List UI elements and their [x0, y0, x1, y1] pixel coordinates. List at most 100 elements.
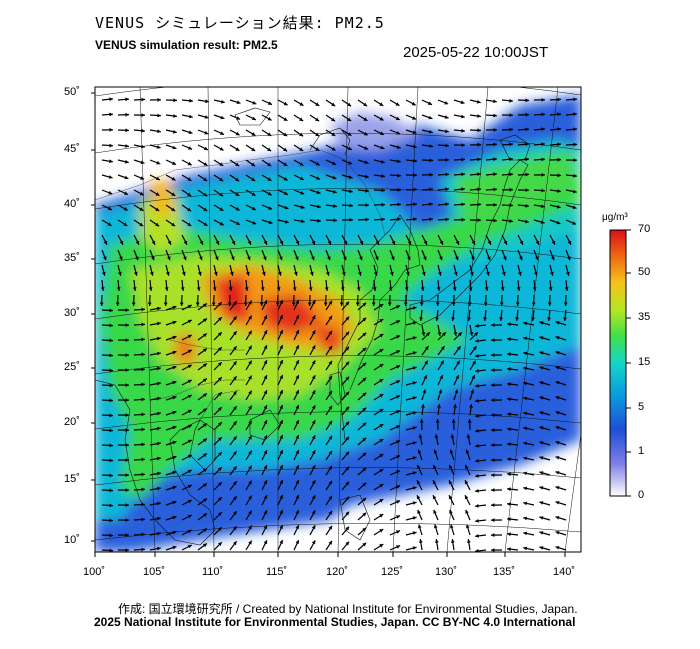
wind-arrow-head [284, 191, 288, 195]
wind-arrow-head [217, 332, 222, 336]
wind-arrow-head [407, 256, 411, 261]
wind-arrow-head [407, 240, 412, 245]
wind-arrow-head [379, 379, 384, 383]
wind-arrow-head [279, 375, 283, 379]
wind-arrow-head [283, 162, 288, 166]
wind-arrow-head [252, 100, 257, 105]
wind-arrow-head [311, 300, 316, 305]
wind-arrow-head [187, 349, 192, 354]
wind-arrow-head [315, 102, 320, 106]
wind-arrow-head [476, 99, 481, 104]
wind-arrow-head [141, 517, 145, 522]
wind-arrow-head [203, 162, 208, 166]
lat-label: 50˚ [64, 86, 80, 98]
wind-arrow-head [109, 143, 113, 148]
wind-arrow-head [557, 127, 561, 132]
wind-arrow-head [172, 530, 177, 535]
wind-arrow-head [332, 189, 337, 194]
wind-arrow-head [396, 470, 401, 474]
wind-arrow-head [418, 434, 423, 438]
wind-arrow-head [362, 317, 367, 322]
wind-arrow-head [340, 287, 345, 291]
wind-arrow-head [167, 256, 171, 261]
wind-arrow-head [469, 404, 473, 408]
wind-arrow-head [163, 302, 168, 306]
wind-arrow-head [202, 318, 207, 323]
wind-arrow-head [311, 420, 316, 425]
wind-arrow-head [379, 484, 384, 488]
wind-arrow-head [263, 495, 268, 500]
wind-arrow-head [507, 337, 511, 342]
wind-arrow-head [141, 367, 145, 372]
wind-arrow-head [557, 173, 561, 178]
wind-arrow-head [412, 471, 417, 475]
wind-arrow-head [125, 398, 129, 402]
wind-arrow-head [228, 287, 233, 291]
wind-arrow-head [171, 222, 176, 227]
wind-arrow-head [233, 421, 237, 426]
wind-arrow-head [477, 128, 481, 133]
wind-arrow-head [220, 131, 224, 135]
wind-arrow-head [379, 304, 384, 308]
wind-arrow-head [445, 202, 449, 207]
wind-arrow-head [295, 360, 299, 364]
wind-arrow-head [484, 287, 489, 291]
wind-arrow-head [363, 117, 368, 121]
wind-arrow-head [507, 352, 511, 357]
wind-arrow-head [236, 221, 240, 225]
wind-arrow-head [141, 427, 145, 432]
wind-arrow-head [429, 172, 433, 177]
wind-arrow-head [124, 191, 128, 195]
wind-arrow-head [295, 435, 299, 439]
wind-arrow-head [339, 302, 344, 306]
wind-arrow-head [437, 332, 442, 336]
wind-arrow-head [108, 175, 113, 179]
wind-arrow-head [435, 419, 440, 423]
wind-arrow-head [515, 317, 519, 321]
wind-arrow-head [491, 338, 495, 342]
wind-arrow-head [233, 511, 237, 516]
wind-arrow-head [475, 489, 479, 493]
wind-arrow-head [507, 412, 511, 417]
wind-arrow-head [125, 368, 129, 372]
wind-arrow-head [461, 114, 465, 119]
wind-arrow-head [263, 435, 268, 440]
wind-arrow-head [327, 240, 332, 245]
wind-arrow-head [396, 380, 401, 384]
wind-arrow-head [299, 176, 304, 181]
wind-arrow-head [417, 465, 421, 469]
wind-arrow-head [292, 287, 297, 291]
wind-arrow-head [362, 512, 367, 517]
wind-arrow-head [475, 519, 479, 523]
wind-arrow-head [141, 352, 145, 357]
wind-arrow-head [263, 420, 268, 425]
wind-arrow-head [235, 192, 240, 196]
wind-arrow-head [248, 480, 252, 485]
wind-arrow-head [397, 202, 401, 207]
wind-arrow-head [345, 361, 350, 366]
wind-arrow-head [491, 548, 495, 552]
wind-arrow-head [345, 301, 350, 306]
wind-arrow-head [449, 509, 453, 514]
colorbar-ticks [626, 229, 631, 497]
wind-arrow-head [454, 389, 459, 394]
wind-arrow-head [311, 495, 316, 500]
wind-arrow-head [233, 451, 237, 456]
wind-arrow-head [375, 240, 380, 245]
wind-arrow-head [233, 466, 237, 471]
wind-arrow-head [501, 271, 506, 276]
wind-arrow-head [573, 112, 577, 117]
wind-arrow-head [433, 465, 437, 469]
wind-arrow-head [548, 287, 553, 291]
wind-arrow-head [503, 240, 508, 245]
colorbar [609, 229, 627, 497]
wind-arrow-head [379, 394, 384, 398]
wind-arrow-head [109, 458, 113, 463]
wind-arrow-head [116, 287, 121, 291]
wind-arrow-head [507, 442, 511, 447]
wind-arrow-head [125, 112, 129, 117]
wind-arrow-head [195, 302, 200, 306]
wind-arrow-head [573, 158, 577, 162]
wind-arrow-head [279, 495, 283, 499]
wind-arrow-head [379, 514, 384, 518]
